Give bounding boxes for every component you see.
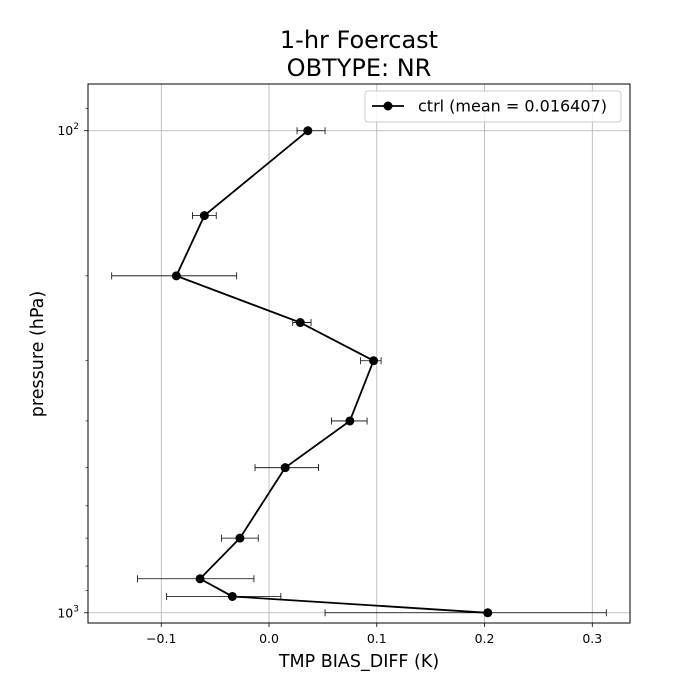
plot-area-frame <box>87 83 631 624</box>
y-tick-label-exponent: 2 <box>73 122 79 132</box>
y-tick-label: 103 <box>57 604 79 620</box>
legend: ctrl (mean = 0.016407) <box>364 90 622 123</box>
data-point <box>195 574 205 584</box>
legend-box <box>364 90 622 123</box>
chart-title-line-1: 1-hr Foercast <box>280 26 438 54</box>
y-tick-label-base: 10 <box>57 123 73 138</box>
x-tick-label: 0.0 <box>259 631 279 646</box>
data-point <box>280 463 290 473</box>
x-axis-label: TMP BIAS_DIFF (K) <box>278 652 439 672</box>
x-tick-label: 0.3 <box>582 631 602 646</box>
data-point <box>235 533 245 543</box>
y-tick-label-base: 10 <box>57 605 73 620</box>
data-point <box>199 211 209 221</box>
legend-label: ctrl (mean = 0.016407) <box>418 97 607 116</box>
y-axis-label: pressure (hPa) <box>28 291 48 417</box>
y-tick-label-exponent: 3 <box>73 604 79 614</box>
data-point <box>483 608 493 618</box>
legend-marker-swatch <box>383 101 393 111</box>
data-point <box>369 356 379 366</box>
x-tick-label: 0.1 <box>367 631 387 646</box>
data-point <box>227 591 237 601</box>
data-point <box>303 126 313 136</box>
chart-title-line-2: OBTYPE: NR <box>287 54 432 82</box>
x-tick-label: 0.2 <box>475 631 495 646</box>
plot-series <box>111 126 607 618</box>
data-point <box>171 271 181 281</box>
data-point <box>295 318 305 328</box>
data-point <box>345 416 355 426</box>
y-tick-label: 102 <box>57 122 79 138</box>
x-tick-label: −0.1 <box>146 631 176 646</box>
